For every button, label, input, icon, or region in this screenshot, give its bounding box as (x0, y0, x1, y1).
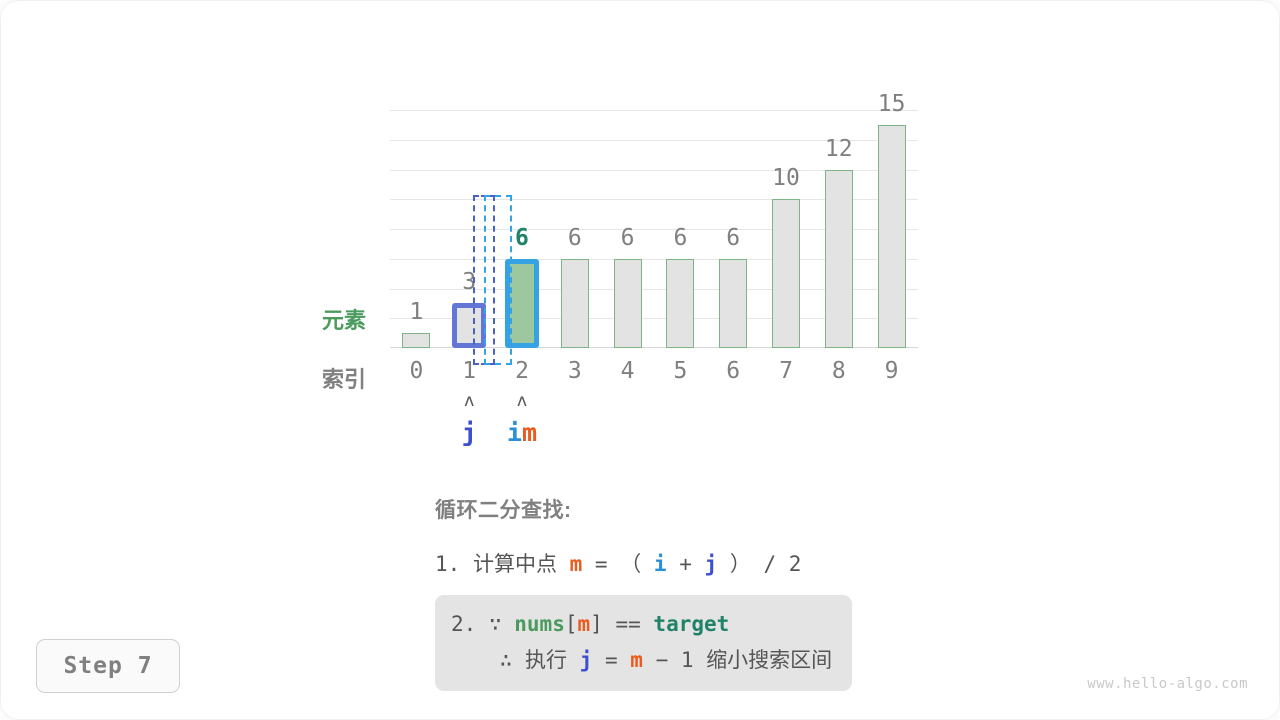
pointer-group: ʌ j ʌ im (390, 391, 918, 454)
gridline (390, 199, 918, 201)
watermark: www.hello-algo.com (1087, 676, 1248, 692)
line2-because: ∵ (488, 612, 502, 636)
bar-group: 1 3 6 6 6 6 6 10 12 15 (390, 91, 918, 348)
x-axis-tick-3: 3 (567, 358, 582, 384)
bar-value-label: 12 (824, 135, 853, 162)
bar-value-label: 6 (515, 224, 529, 251)
gridline (390, 229, 918, 230)
line3-tail: 缩小搜索区间 (706, 648, 833, 672)
bar-slot: 10 (760, 110, 813, 348)
line1-text: 计算中点 (472, 552, 557, 576)
line1-var-m: m (569, 552, 583, 576)
description-highlight-block: 2. ∵ nums[m] == target ∴ 执行 j = m − 1 缩小… (435, 595, 853, 691)
element-row-label: 元素 (322, 308, 367, 333)
bar (824, 169, 853, 348)
x-axis-tick-4: 4 (620, 358, 635, 384)
description-line-1: 1. 计算中点 m = （ i + j ） / 2 (435, 546, 905, 583)
description-title: 循环二分查找: (435, 499, 572, 522)
bar-slot: 3 (443, 110, 496, 348)
pointer-caret-1: ʌ (464, 391, 475, 411)
line2-var-m: m (577, 612, 591, 636)
description-line-2: 2. ∵ nums[m] == target (451, 606, 832, 642)
bar (560, 258, 589, 348)
bar-value-label: 6 (726, 224, 741, 251)
line1-paren-open: （ (620, 552, 642, 576)
gridline (390, 110, 918, 111)
bar (877, 124, 906, 348)
bar-value-label: 6 (620, 224, 635, 251)
pointer-label-j: j (443, 420, 496, 446)
line3-var-j: j (579, 648, 593, 672)
line3-therefore: ∴ (499, 648, 513, 672)
x-axis-tick-5: 5 (673, 358, 688, 384)
bar-value-label: 10 (772, 165, 800, 192)
line1-number: 1. (435, 552, 461, 576)
bar-chart: 1 3 6 6 6 6 6 10 12 15 (390, 91, 918, 365)
gridline (390, 139, 918, 141)
bar-value-label: 1 (409, 299, 424, 326)
bar-slot: 6 (654, 110, 707, 348)
x-axis-tick-2: 2 (515, 358, 529, 384)
bar-value-label: 6 (567, 224, 582, 251)
line2-target: target (653, 612, 730, 636)
line1-two: 2 (788, 552, 802, 576)
line1-plus: + (679, 552, 692, 576)
line1-var-i: i (653, 552, 667, 576)
line1-var-j: j (704, 552, 718, 576)
line2-bracket-close: ] (590, 612, 603, 636)
line3-minus: − (655, 648, 669, 672)
line2-eqeq: == (615, 612, 641, 636)
line1-slash: / (763, 552, 777, 576)
line1-paren-close: ） (729, 552, 751, 576)
bar-value-label: 6 (673, 224, 688, 251)
description-panel: 循环二分查找: 1. 计算中点 m = （ i + j ） / 2 2. ∵ n… (435, 494, 905, 691)
line2-bracket-open: [ (564, 612, 578, 636)
pointer-caret-2: ʌ (516, 391, 528, 411)
x-axis-tick-7: 7 (779, 358, 793, 384)
pointer-label-im: im (496, 420, 549, 446)
gridline (390, 288, 918, 290)
bar-slot: 6 (707, 110, 760, 348)
search-interval-box-outer (484, 195, 512, 365)
x-axis-tick-6: 6 (726, 358, 741, 384)
bar-slot: 15 (865, 91, 918, 348)
bar (719, 258, 748, 348)
pointer-name-m: m (521, 418, 538, 447)
bar-slot: 6 (601, 110, 654, 348)
x-axis-tick-0: 0 (409, 358, 424, 384)
pointer-name-i: i (506, 418, 522, 447)
x-axis-ticks: 0 1 2 3 4 5 6 7 8 9 (390, 358, 918, 396)
x-axis-tick-9: 9 (884, 358, 899, 384)
index-row-label: 索引 (322, 367, 367, 392)
line2-nums: nums (514, 612, 565, 636)
line1-equals: = (594, 552, 608, 576)
x-axis-tick-1: 1 (462, 358, 477, 384)
bar-value-label: 3 (462, 269, 477, 296)
bar-slot: 12 (812, 110, 865, 348)
bar-slot: 1 (390, 110, 443, 348)
step-badge: Step 7 (36, 639, 180, 693)
bar-slot: 6 (548, 110, 601, 348)
bar (402, 333, 431, 348)
bar (771, 199, 800, 348)
bar-highlight-j (452, 303, 487, 348)
chart-baseline (390, 347, 918, 348)
line3-one: 1 (680, 648, 694, 672)
bar (613, 258, 642, 348)
description-line-3: ∴ 执行 j = m − 1 缩小搜索区间 (451, 642, 833, 678)
gridline (390, 169, 918, 171)
pointer-name-j: j (461, 418, 477, 447)
line3-var-m: m (630, 648, 643, 672)
bar (666, 258, 695, 348)
x-axis-tick-8: 8 (831, 358, 846, 384)
gridline (390, 258, 918, 260)
gridline (390, 318, 918, 320)
line3-equals: = (604, 648, 618, 672)
bar-value-label: 15 (877, 90, 906, 117)
line3-exec: 执行 (524, 648, 567, 672)
line2-number: 2. (451, 612, 477, 636)
